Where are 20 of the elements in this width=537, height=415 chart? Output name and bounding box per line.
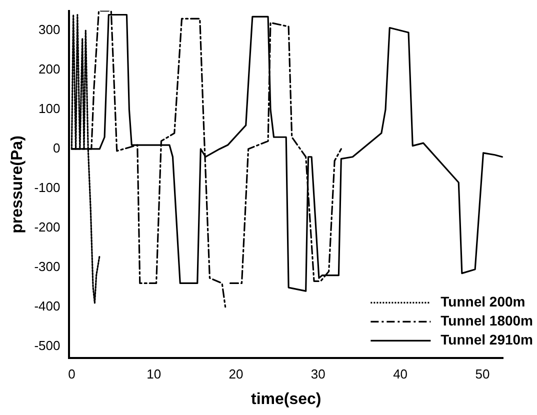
x-tick-label: 30 bbox=[310, 366, 326, 382]
y-tick-label: -400 bbox=[34, 298, 60, 314]
x-axis-title: time(sec) bbox=[250, 390, 322, 408]
y-tick-label: 100 bbox=[38, 101, 60, 116]
x-tick-label: 50 bbox=[475, 366, 490, 382]
y-tick-label: 200 bbox=[38, 62, 60, 77]
y-tick-label: -100 bbox=[34, 180, 60, 196]
y-tick-label: -300 bbox=[34, 258, 60, 274]
x-tick-label: 10 bbox=[146, 366, 162, 382]
x-tick-label: 40 bbox=[393, 366, 408, 382]
x-tick-label: 0 bbox=[68, 366, 76, 382]
y-tick-label: -200 bbox=[34, 220, 60, 235]
legend-label: Tunnel 2910m bbox=[440, 332, 533, 348]
x-tick-label: 20 bbox=[228, 366, 244, 382]
y-axis-title: pressure(Pa) bbox=[9, 136, 26, 234]
y-tick-label: 0 bbox=[52, 140, 60, 156]
legend-label: Tunnel 200m bbox=[440, 294, 526, 310]
legend-label: Tunnel 1800m bbox=[440, 312, 533, 329]
y-tick-label: 300 bbox=[38, 22, 60, 38]
y-tick-label: -500 bbox=[34, 338, 60, 353]
